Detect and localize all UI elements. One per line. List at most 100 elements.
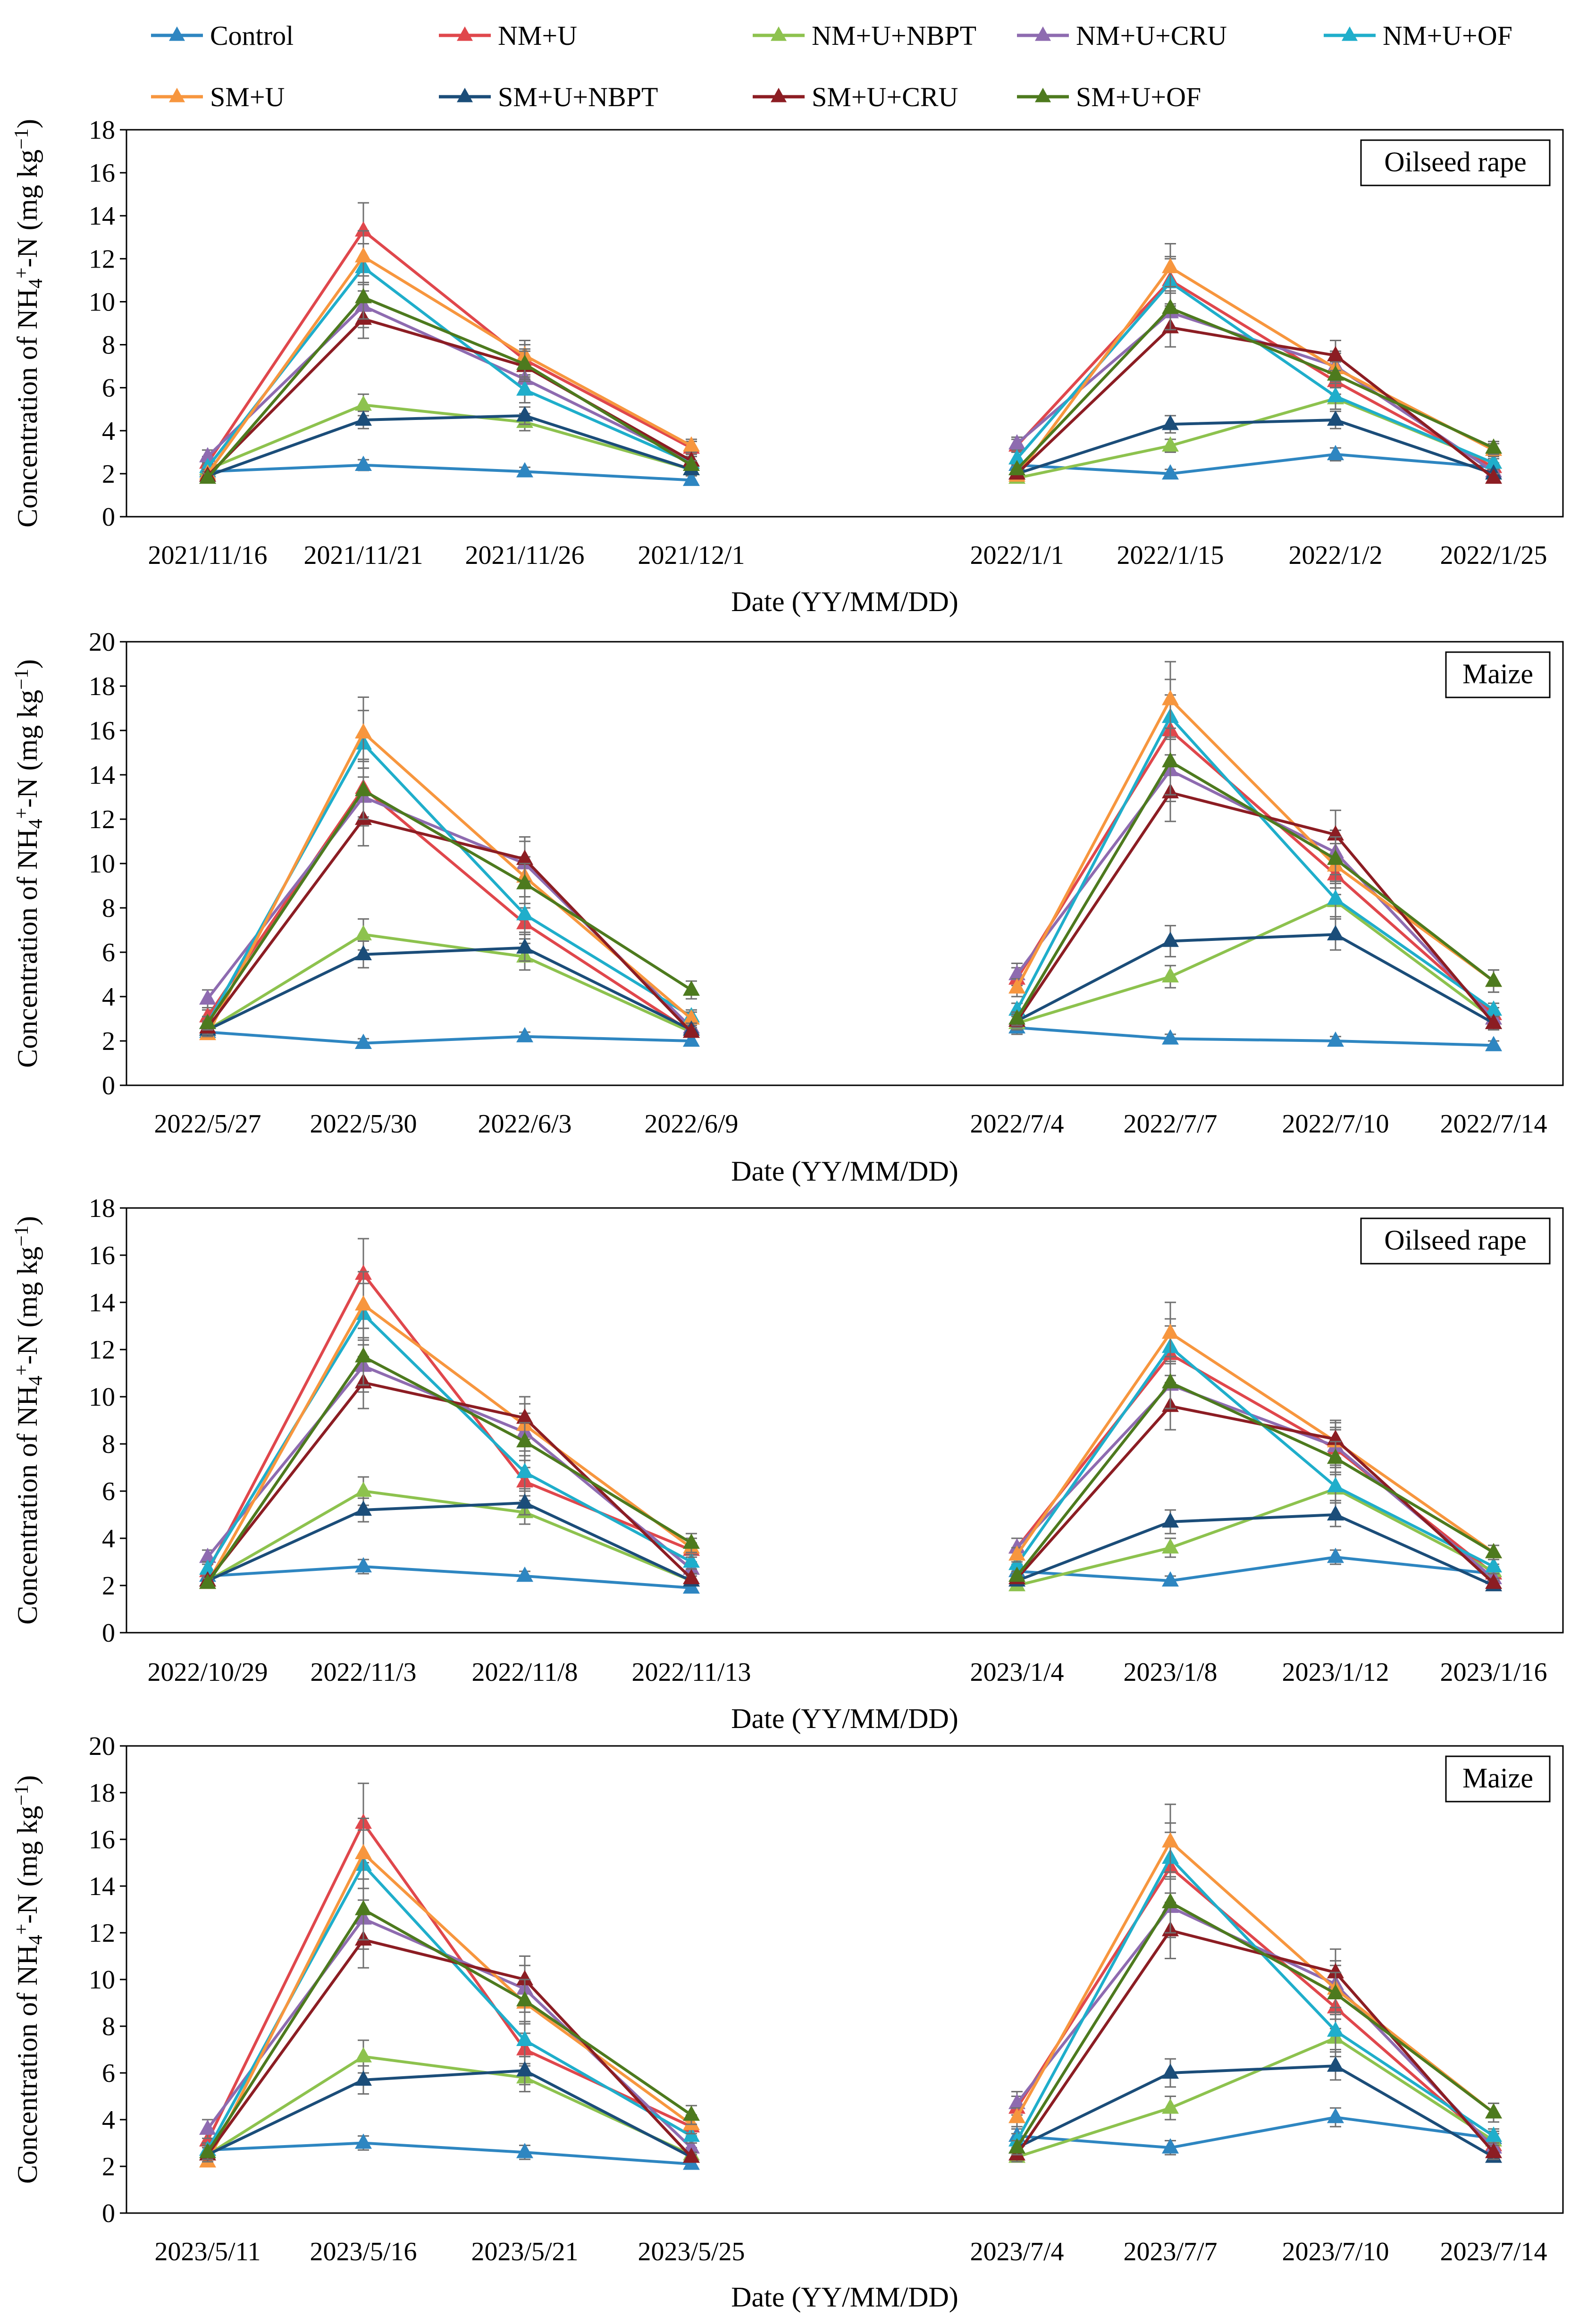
y-axis-title-part: 4 [25,278,47,288]
data-point [683,1031,700,1047]
series-SM+U+OF [199,1871,1502,2160]
series-line [207,946,692,1032]
data-point [355,221,372,237]
series-SM+U+NBPT [199,1490,1502,1592]
y-tick-label: 12 [89,244,115,274]
data-point [1485,2126,1502,2142]
legend-marker [1035,26,1051,41]
legend-item: NM+U+CRU [1017,20,1227,51]
data-point [1327,1476,1344,1493]
data-point [1162,415,1179,430]
legend-marker [169,26,185,41]
data-point [355,288,372,303]
data-point [683,1533,700,1549]
x-tick-label: 2022/5/27 [154,1109,261,1139]
legend-item: SM+U+CRU [753,82,958,112]
data-point [516,849,533,865]
crop-label: Maize [1462,658,1533,689]
data-point [683,1023,700,1038]
data-point [516,2061,533,2077]
data-point [683,2105,700,2121]
series-NM+U+CRU [199,1876,1502,2156]
series-line [1016,933,1495,1025]
data-point [355,1900,372,1915]
data-point [683,1552,700,1568]
y-tick-label: 6 [102,374,115,403]
series-line [206,787,692,1033]
data-point [1327,365,1344,381]
series-line [1016,2116,1494,2149]
legend-label: NM+U+NBPT [812,20,976,51]
series-line [1016,278,1495,469]
y-tick-label: 14 [89,761,115,790]
data-point [516,1566,533,1582]
data-point [199,2143,216,2158]
y-tick-label: 10 [89,287,115,317]
data-point [1485,438,1502,454]
series-line [207,1031,692,1045]
x-tick-label: 2021/11/16 [148,541,267,570]
data-point [355,2070,372,2086]
legend-label: SM+U+OF [1076,82,1201,112]
legend-marker [169,88,185,102]
y-tick-label: 10 [89,849,115,879]
series-line [206,1852,692,2163]
y-tick-label: 18 [89,1778,115,1808]
data-point [355,925,372,940]
data-point [1162,1029,1179,1045]
x-tick-label: 2022/5/30 [310,1109,417,1139]
data-point [355,1557,372,1573]
data-point [1008,1566,1025,1582]
data-point [683,470,700,486]
x-tick-label: 2023/7/7 [1123,2237,1217,2266]
data-point [355,410,372,426]
y-axis-title: Concentration of NH4+-N (mg kg−1) [11,659,46,1068]
data-point [199,447,216,462]
y-tick-label: 16 [89,1825,115,1854]
y-axis-title-part: −1 [11,128,33,150]
y-tick-label: 0 [102,1071,115,1100]
y-axis-title-part: -N (mg kg [12,150,43,268]
data-point [1327,1031,1344,1047]
data-point [355,2047,372,2063]
series-line [206,229,692,464]
data-point [683,1009,700,1025]
data-point [1008,978,1025,994]
data-point [1008,1545,1025,1561]
legend-item: SM+U+NBPT [439,82,658,112]
data-point [516,2030,533,2047]
series-line [1016,397,1495,479]
data-point [1327,445,1344,461]
series-line [1016,729,1495,1015]
y-axis-title-part: + [11,1365,33,1376]
series-line [207,1501,692,1582]
x-tick-label: 2022/6/9 [644,1109,738,1139]
data-point [1485,2103,1502,2119]
y-tick-label: 16 [89,159,115,188]
y-tick-label: 10 [89,1965,115,1995]
data-point [1008,2094,1025,2109]
series-line [1016,698,1495,989]
y-tick-label: 18 [89,1194,115,1223]
x-tick-label: 2023/5/21 [471,2237,578,2266]
data-point [516,354,533,370]
y-tick-label: 2 [102,1027,115,1056]
data-point [355,1481,372,1497]
series-line [1016,760,1495,1020]
data-point [1162,1323,1179,1339]
y-axis-title: Concentration of NH4+-N (mg kg−1) [11,1216,46,1625]
legend-label: Control [210,20,294,51]
y-tick-label: 16 [89,716,115,746]
x-tick-label: 2022/1/2 [1288,541,1382,570]
series-NM+U+CRU [199,284,1502,478]
series-NM+U+CRU [199,738,1502,1035]
data-point [355,2133,372,2149]
data-point [1008,434,1025,450]
series-line [206,1908,692,2153]
data-point [199,1559,216,1575]
y-axis-title-part: + [11,808,33,819]
panel-4: 0 2 4 6 8 10 12 14 16 18 20 2023/5/11 2023/5/16 2023/… [11,1732,1564,2313]
data-point [1162,690,1179,705]
series-line [1016,326,1495,479]
data-point [1162,1373,1179,1389]
